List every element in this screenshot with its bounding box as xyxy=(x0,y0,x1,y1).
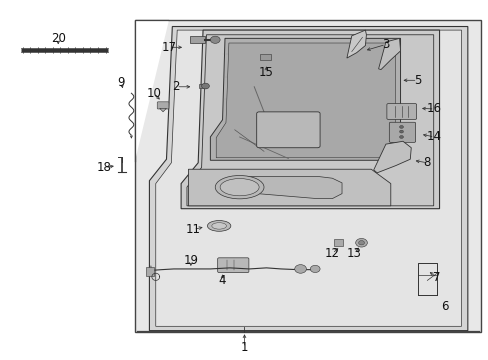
Polygon shape xyxy=(378,39,400,69)
Polygon shape xyxy=(159,108,166,112)
Circle shape xyxy=(294,265,306,273)
Text: 10: 10 xyxy=(146,87,162,100)
Text: 16: 16 xyxy=(427,103,441,116)
FancyBboxPatch shape xyxy=(217,258,248,273)
Circle shape xyxy=(358,240,364,245)
FancyBboxPatch shape xyxy=(333,239,342,246)
Polygon shape xyxy=(181,30,439,209)
Circle shape xyxy=(201,83,209,89)
Polygon shape xyxy=(188,169,390,206)
FancyBboxPatch shape xyxy=(259,54,271,60)
FancyBboxPatch shape xyxy=(157,102,168,109)
Text: 2: 2 xyxy=(172,80,180,93)
Circle shape xyxy=(355,238,366,247)
Polygon shape xyxy=(216,43,395,158)
Text: 19: 19 xyxy=(183,254,198,267)
Polygon shape xyxy=(244,176,341,199)
Ellipse shape xyxy=(215,176,264,199)
Text: 17: 17 xyxy=(161,41,176,54)
Text: 9: 9 xyxy=(117,76,124,89)
FancyBboxPatch shape xyxy=(256,112,320,148)
Polygon shape xyxy=(156,30,461,326)
FancyBboxPatch shape xyxy=(190,36,204,43)
Ellipse shape xyxy=(220,179,259,196)
FancyBboxPatch shape xyxy=(388,122,415,142)
FancyBboxPatch shape xyxy=(386,104,416,120)
Text: 5: 5 xyxy=(413,74,421,87)
Text: 14: 14 xyxy=(427,130,441,144)
Text: 20: 20 xyxy=(51,32,65,45)
Text: 18: 18 xyxy=(97,161,111,174)
Polygon shape xyxy=(149,27,467,330)
Circle shape xyxy=(210,36,220,43)
Text: 3: 3 xyxy=(382,38,389,51)
Text: 4: 4 xyxy=(218,274,226,287)
Text: 12: 12 xyxy=(324,247,339,260)
Circle shape xyxy=(399,130,403,133)
Text: 13: 13 xyxy=(346,247,361,260)
FancyBboxPatch shape xyxy=(145,267,154,276)
FancyBboxPatch shape xyxy=(199,84,205,88)
Text: 7: 7 xyxy=(432,271,440,284)
Polygon shape xyxy=(373,141,410,173)
Polygon shape xyxy=(346,30,366,58)
Text: 1: 1 xyxy=(240,341,248,354)
Circle shape xyxy=(310,265,320,273)
FancyBboxPatch shape xyxy=(135,21,480,332)
Text: 6: 6 xyxy=(440,300,447,313)
Text: 15: 15 xyxy=(259,66,273,79)
Polygon shape xyxy=(186,35,433,206)
Circle shape xyxy=(399,135,403,138)
Ellipse shape xyxy=(207,221,230,231)
Polygon shape xyxy=(210,39,400,160)
Polygon shape xyxy=(135,21,169,161)
Text: 8: 8 xyxy=(423,156,430,169)
Text: 11: 11 xyxy=(185,223,201,236)
Ellipse shape xyxy=(211,223,226,229)
Circle shape xyxy=(399,126,403,129)
